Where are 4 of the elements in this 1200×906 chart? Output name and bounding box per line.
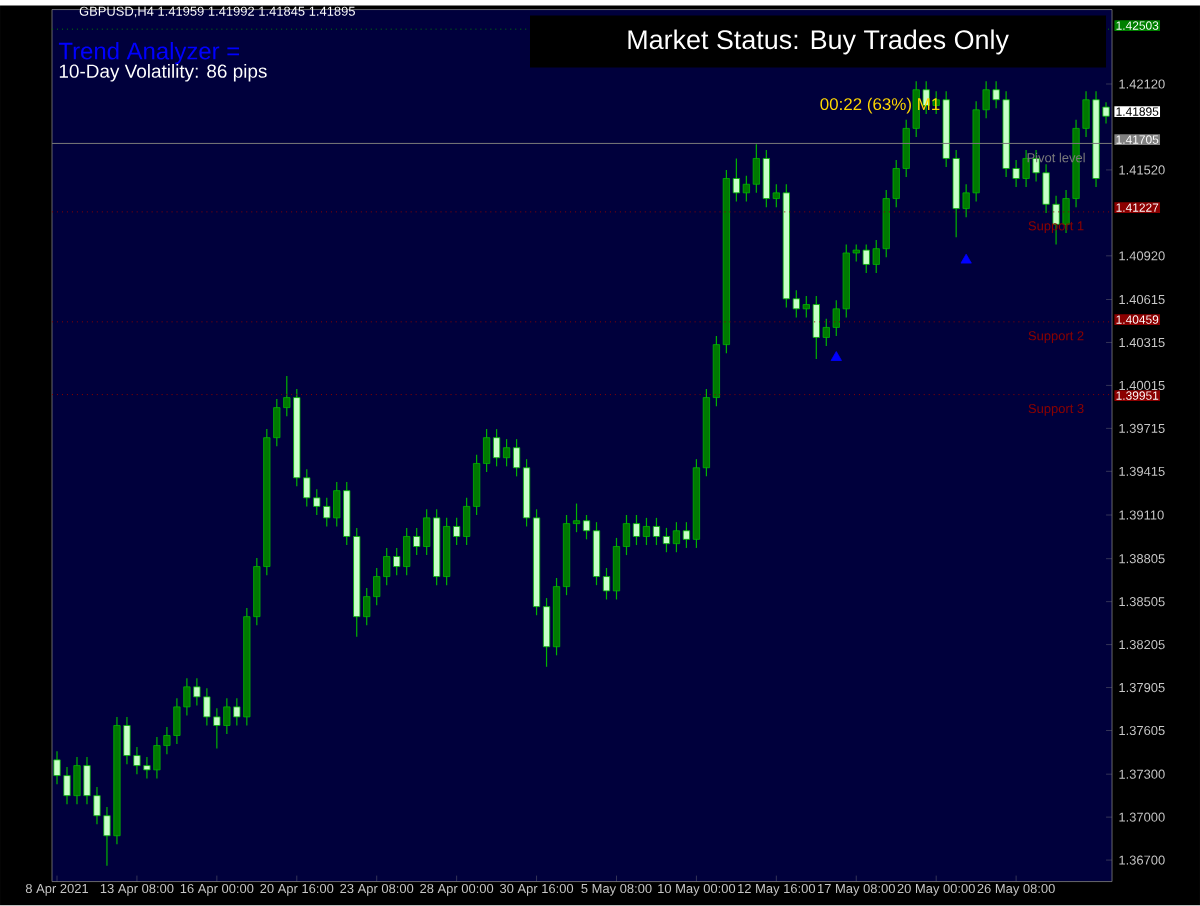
annotation: 10-Day Volatility: 86 pips bbox=[59, 64, 267, 82]
annotation: Trend Analyzer = bbox=[58, 42, 240, 65]
annotation: 00:22 (63%) M1 bbox=[820, 97, 940, 114]
annotation: Market Status: Buy Trades Only bbox=[628, 29, 1009, 55]
